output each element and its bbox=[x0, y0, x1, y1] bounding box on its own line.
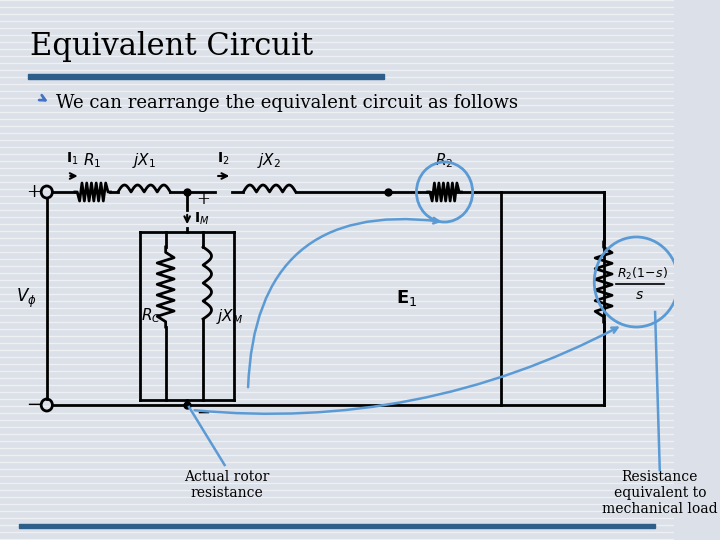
Text: $\mathbf{E}_1$: $\mathbf{E}_1$ bbox=[396, 288, 417, 308]
Text: $\mathbf{I}_1$: $\mathbf{I}_1$ bbox=[66, 151, 78, 167]
Text: $R_C$: $R_C$ bbox=[140, 307, 161, 325]
Text: $jX_2$: $jX_2$ bbox=[258, 151, 282, 170]
Text: $R_1$: $R_1$ bbox=[84, 151, 102, 170]
Text: $jX_1$: $jX_1$ bbox=[132, 151, 156, 170]
Text: $V_\phi$: $V_\phi$ bbox=[16, 287, 37, 310]
Text: $R_2(1\!-\!s)$: $R_2(1\!-\!s)$ bbox=[617, 266, 667, 282]
Text: +: + bbox=[26, 183, 41, 201]
Text: −: − bbox=[197, 404, 210, 422]
Bar bbox=[19, 524, 655, 528]
Text: $\mathbf{I}_M$: $\mathbf{I}_M$ bbox=[194, 211, 210, 227]
Bar bbox=[28, 74, 384, 79]
Text: $\mathbf{I}_2$: $\mathbf{I}_2$ bbox=[217, 151, 230, 167]
Text: Resistance
equivalent to
mechanical load: Resistance equivalent to mechanical load bbox=[602, 470, 718, 516]
Text: $s$: $s$ bbox=[635, 288, 644, 302]
Text: $R_2$: $R_2$ bbox=[436, 151, 454, 170]
Text: Equivalent Circuit: Equivalent Circuit bbox=[30, 31, 313, 62]
Text: +: + bbox=[197, 192, 210, 208]
Text: −: − bbox=[26, 396, 41, 414]
Text: Actual rotor
resistance: Actual rotor resistance bbox=[184, 470, 269, 500]
Text: $jX_M$: $jX_M$ bbox=[216, 307, 243, 326]
Text: We can rearrange the equivalent circuit as follows: We can rearrange the equivalent circuit … bbox=[56, 94, 518, 112]
